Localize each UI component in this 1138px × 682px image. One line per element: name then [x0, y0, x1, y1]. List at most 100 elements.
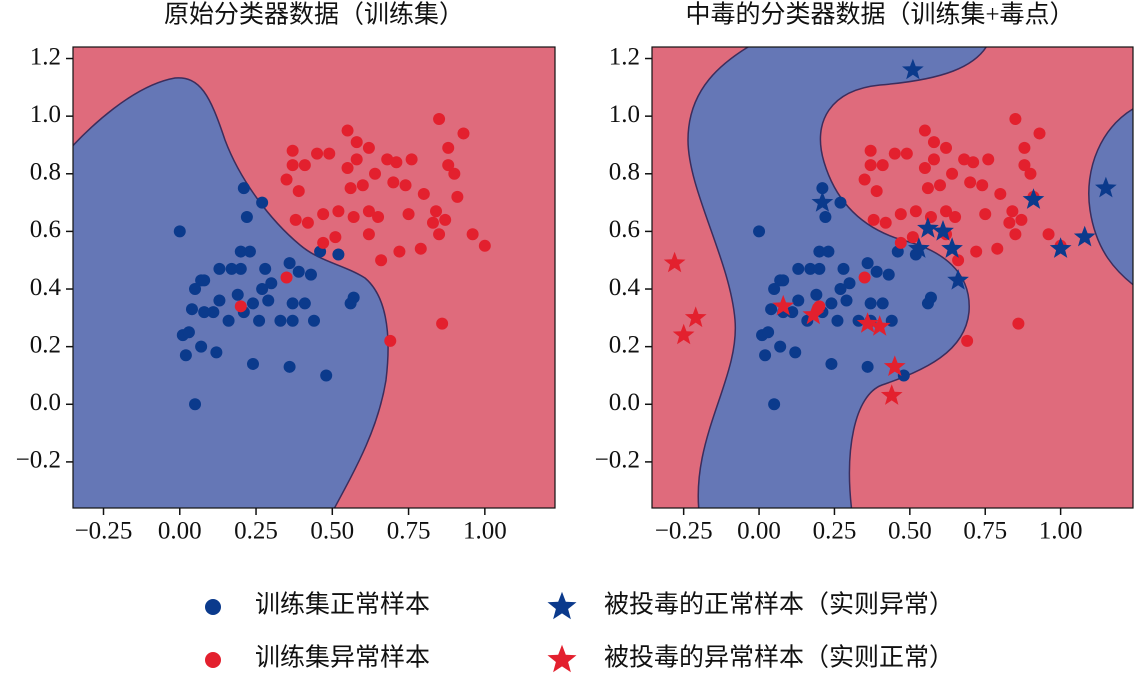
point	[777, 274, 790, 287]
point	[858, 173, 871, 186]
x-tick-label: 0.50	[310, 518, 354, 545]
y-tick-label: 0.0	[609, 389, 640, 416]
point	[253, 314, 266, 327]
point	[350, 136, 363, 149]
point	[426, 216, 439, 229]
point	[870, 185, 883, 198]
plot-frame	[72, 46, 556, 509]
point	[970, 245, 983, 258]
point	[402, 208, 415, 221]
star-point	[883, 355, 906, 376]
point	[879, 216, 892, 229]
point	[362, 141, 375, 154]
point	[341, 124, 354, 137]
point	[976, 179, 989, 192]
point	[870, 265, 883, 278]
point	[940, 141, 953, 154]
point	[387, 176, 400, 189]
star-point	[672, 323, 695, 345]
point	[234, 245, 247, 258]
point	[298, 159, 311, 172]
point	[921, 182, 934, 195]
point	[198, 306, 211, 319]
point	[753, 225, 766, 238]
x-tick-label: 1.00	[1039, 518, 1083, 545]
point	[308, 314, 320, 327]
star-point	[802, 303, 825, 325]
point	[414, 242, 427, 255]
point	[940, 205, 953, 218]
point	[768, 398, 781, 411]
y-tick-label: 0.6	[30, 216, 61, 243]
point	[356, 179, 369, 192]
legend-label: 训练集异常样本	[255, 644, 430, 672]
x-tick-label: 0.25	[813, 518, 857, 545]
point	[311, 147, 324, 160]
point	[240, 210, 253, 223]
point	[994, 187, 1007, 200]
point	[1018, 141, 1031, 154]
point	[1015, 213, 1028, 226]
point	[323, 147, 336, 160]
point	[381, 153, 394, 166]
point	[933, 179, 946, 192]
point	[286, 297, 299, 310]
y-tick-label: 0.4	[609, 274, 641, 301]
point	[813, 245, 826, 258]
point	[991, 242, 1004, 255]
point	[246, 357, 259, 370]
point	[864, 297, 877, 310]
point	[286, 159, 299, 172]
point	[231, 288, 244, 301]
legend-marker	[547, 591, 577, 620]
y-tick-label: 0.6	[609, 216, 640, 243]
point	[292, 265, 305, 278]
x-tick-label: 0.75	[963, 518, 1007, 545]
point	[789, 346, 802, 359]
star-point	[772, 294, 794, 316]
point	[759, 349, 772, 362]
y-tick-label: −0.2	[595, 447, 640, 474]
plot-frame	[651, 46, 1134, 509]
point	[888, 147, 901, 160]
point	[243, 245, 256, 258]
point	[417, 187, 430, 200]
point	[237, 182, 250, 195]
star-point	[932, 220, 954, 241]
point	[804, 262, 817, 275]
point	[362, 228, 375, 241]
point	[822, 245, 835, 258]
x-tick-label: 0.00	[158, 518, 202, 545]
point	[786, 306, 799, 319]
star-point	[902, 58, 924, 80]
point	[189, 283, 202, 296]
region-normal	[1088, 108, 1133, 286]
point	[283, 360, 296, 373]
point	[825, 357, 838, 370]
point	[927, 136, 940, 149]
point	[301, 216, 314, 229]
point	[979, 208, 992, 221]
point	[384, 334, 397, 347]
point	[792, 294, 805, 307]
y-tick-label: 0.0	[30, 389, 61, 416]
point	[304, 268, 317, 281]
point	[372, 210, 385, 223]
point	[457, 127, 470, 140]
point	[876, 159, 889, 172]
point	[210, 346, 223, 359]
point	[819, 210, 832, 223]
point	[246, 297, 259, 310]
point	[433, 113, 446, 126]
point	[466, 228, 479, 241]
point	[317, 208, 330, 221]
y-tick-label: 0.4	[30, 274, 62, 301]
point	[858, 271, 871, 284]
point	[768, 283, 781, 296]
star-point	[1022, 188, 1045, 209]
star-point	[868, 315, 891, 336]
point	[864, 159, 877, 172]
y-tick-label: 0.8	[609, 159, 640, 186]
star-point	[880, 384, 903, 405]
